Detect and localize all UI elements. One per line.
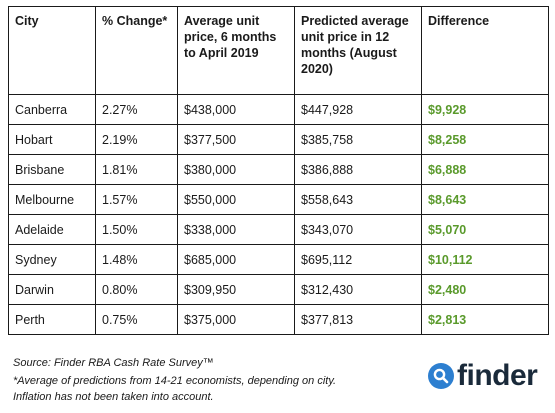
cell-difference: $8,258 bbox=[421, 124, 549, 155]
inflation-footnote: Inflation has not been taken into accoun… bbox=[13, 391, 214, 403]
cell-difference: $8,643 bbox=[421, 184, 549, 215]
cell-city: Melbourne bbox=[8, 184, 96, 215]
table-row: Melbourne 1.57% $550,000 $558,643 $8,643 bbox=[8, 184, 549, 215]
cell-city: Sydney bbox=[8, 244, 96, 275]
finder-logo: finder bbox=[428, 359, 538, 392]
cell-average-price: $685,000 bbox=[177, 244, 295, 275]
cell-predicted-price: $312,430 bbox=[294, 274, 422, 305]
cell-city: Canberra bbox=[8, 94, 96, 125]
header-difference: Difference bbox=[421, 6, 549, 95]
cell-city: Brisbane bbox=[8, 154, 96, 185]
cell-difference: $2,813 bbox=[421, 304, 549, 335]
cell-difference: $5,070 bbox=[421, 214, 549, 245]
cell-change: 1.50% bbox=[95, 214, 178, 245]
header-average-price: Average unit price, 6 months to April 20… bbox=[177, 6, 295, 95]
cell-difference: $10,112 bbox=[421, 244, 549, 275]
cell-city: Darwin bbox=[8, 274, 96, 305]
cell-city: Perth bbox=[8, 304, 96, 335]
cell-predicted-price: $385,758 bbox=[294, 124, 422, 155]
table-row: Sydney 1.48% $685,000 $695,112 $10,112 bbox=[8, 244, 549, 275]
cell-change: 0.75% bbox=[95, 304, 178, 335]
header-city: City bbox=[8, 6, 96, 95]
cell-change: 1.48% bbox=[95, 244, 178, 275]
table-row: Darwin 0.80% $309,950 $312,430 $2,480 bbox=[8, 274, 549, 305]
unit-price-table: City % Change* Average unit price, 6 mon… bbox=[8, 6, 549, 335]
cell-difference: $2,480 bbox=[421, 274, 549, 305]
cell-average-price: $550,000 bbox=[177, 184, 295, 215]
cell-average-price: $375,000 bbox=[177, 304, 295, 335]
cell-average-price: $338,000 bbox=[177, 214, 295, 245]
header-predicted-price: Predicted average unit price in 12 month… bbox=[294, 6, 422, 95]
cell-change: 2.27% bbox=[95, 94, 178, 125]
logo-wordmark: finder bbox=[457, 359, 538, 392]
table-header-row: City % Change* Average unit price, 6 mon… bbox=[8, 6, 549, 95]
table-row: Perth 0.75% $375,000 $377,813 $2,813 bbox=[8, 304, 549, 335]
cell-predicted-price: $447,928 bbox=[294, 94, 422, 125]
cell-predicted-price: $695,112 bbox=[294, 244, 422, 275]
search-magnifier-icon bbox=[428, 363, 454, 389]
cell-average-price: $380,000 bbox=[177, 154, 295, 185]
source-note: Source: Finder RBA Cash Rate Survey™ bbox=[13, 357, 214, 369]
cell-predicted-price: $377,813 bbox=[294, 304, 422, 335]
cell-predicted-price: $343,070 bbox=[294, 214, 422, 245]
cell-average-price: $309,950 bbox=[177, 274, 295, 305]
cell-predicted-price: $558,643 bbox=[294, 184, 422, 215]
table-row: Canberra 2.27% $438,000 $447,928 $9,928 bbox=[8, 94, 549, 125]
table-row: Hobart 2.19% $377,500 $385,758 $8,258 bbox=[8, 124, 549, 155]
cell-difference: $6,888 bbox=[421, 154, 549, 185]
table-row: Brisbane 1.81% $380,000 $386,888 $6,888 bbox=[8, 154, 549, 185]
cell-predicted-price: $386,888 bbox=[294, 154, 422, 185]
cell-change: 0.80% bbox=[95, 274, 178, 305]
header-change: % Change* bbox=[95, 6, 178, 95]
cell-average-price: $377,500 bbox=[177, 124, 295, 155]
cell-change: 1.81% bbox=[95, 154, 178, 185]
cell-city: Adelaide bbox=[8, 214, 96, 245]
cell-difference: $9,928 bbox=[421, 94, 549, 125]
cell-change: 2.19% bbox=[95, 124, 178, 155]
cell-average-price: $438,000 bbox=[177, 94, 295, 125]
cell-city: Hobart bbox=[8, 124, 96, 155]
table-row: Adelaide 1.50% $338,000 $343,070 $5,070 bbox=[8, 214, 549, 245]
cell-change: 1.57% bbox=[95, 184, 178, 215]
economists-footnote: *Average of predictions from 14-21 econo… bbox=[13, 375, 337, 387]
